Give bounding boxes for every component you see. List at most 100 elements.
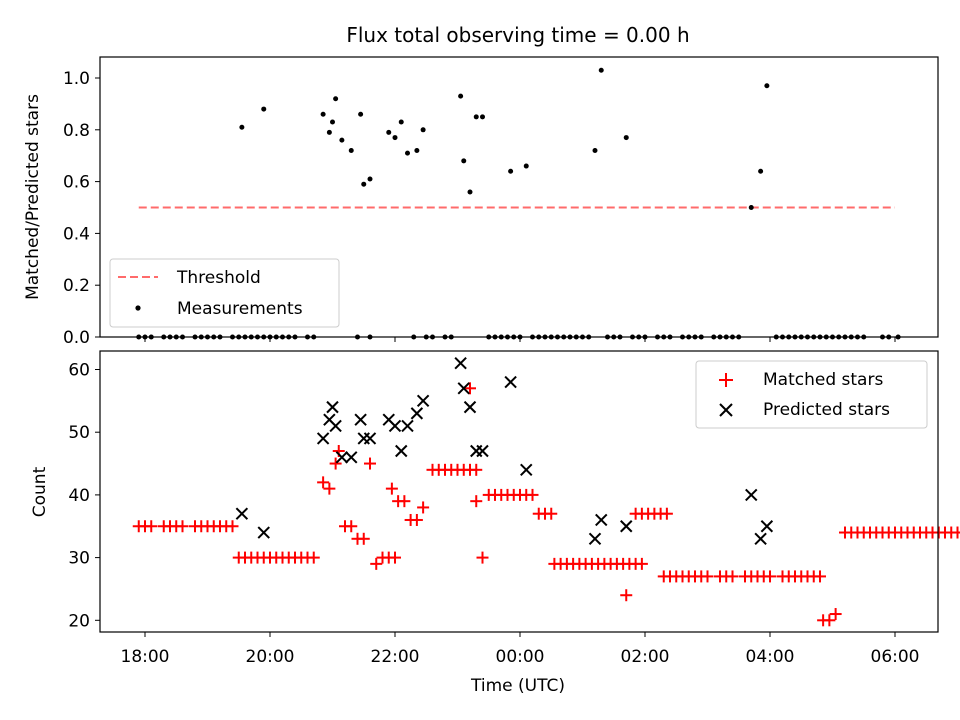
predicted-point — [416, 394, 430, 408]
bottom-ytick-label: 50 — [68, 423, 90, 443]
predicted-point — [363, 432, 377, 445]
bottom-ytick-label: 20 — [68, 611, 90, 631]
matched-point — [389, 551, 401, 564]
legend-matched-swatch — [719, 373, 733, 387]
measurement-point — [326, 129, 332, 135]
top-ytick-label: 0.8 — [63, 121, 90, 141]
matched-point — [470, 495, 483, 508]
matched-point — [226, 520, 239, 533]
measurement-point — [386, 129, 392, 135]
bottom-xtick-label: 20:00 — [246, 647, 295, 667]
predicted-point — [316, 432, 330, 445]
predicted-point — [395, 444, 408, 458]
predicted-point — [476, 444, 489, 458]
predicted-point — [520, 463, 533, 477]
measurement-point — [458, 93, 464, 99]
bottom-plot-content — [132, 357, 960, 627]
measurement-point — [480, 114, 485, 120]
matched-point — [951, 526, 960, 539]
measurement-point — [414, 148, 420, 154]
bottom-xtick-label: 22:00 — [371, 647, 420, 667]
matched-point — [357, 532, 370, 545]
bottom-ytick-label: 30 — [68, 549, 90, 569]
measurement-point — [764, 83, 770, 89]
matched-point — [464, 382, 476, 395]
bottom-xtick-label: 04:00 — [746, 647, 795, 667]
bottom-legend: Matched stars Predicted stars — [695, 360, 928, 429]
measurement-point — [473, 114, 479, 120]
top-axes: 0.0 0.2 0.4 0.6 0.8 1.0 — [63, 69, 896, 348]
matched-point — [398, 495, 411, 508]
matched-point — [176, 520, 189, 533]
top-ytick-label: 1.0 — [63, 69, 90, 89]
matched-point — [814, 570, 826, 583]
predicted-point — [329, 419, 342, 433]
top-legend-box — [109, 258, 340, 328]
measurement-point — [508, 168, 514, 174]
predicted-point — [345, 451, 358, 464]
legend-matched-label: Matched stars — [763, 370, 883, 390]
bottom-ylabel: Count — [30, 466, 50, 517]
bottom-xtick-label: 18:00 — [121, 647, 170, 667]
legend-predicted-swatch — [719, 403, 733, 417]
matched-point — [545, 507, 558, 520]
predicted-point — [588, 532, 602, 545]
measurement-point — [320, 111, 326, 117]
bottom-axes: 20 30 40 50 60 18:00 20:00 22:00 00:00 02:00 04:00… — [68, 361, 919, 668]
measurement-point — [598, 67, 604, 73]
measurement-point — [592, 148, 598, 154]
top-ytick-label: 0.2 — [63, 276, 90, 296]
legend-measurements-swatch — [135, 305, 141, 311]
top-legend: Threshold Measurements — [109, 258, 340, 328]
measurement-point — [367, 176, 373, 182]
predicted-point — [463, 400, 477, 414]
predicted-point — [754, 532, 767, 545]
predicted-point — [354, 413, 367, 426]
predicted-point — [235, 507, 249, 520]
measurement-point — [623, 135, 629, 141]
bottom-xtick-label: 00:00 — [496, 647, 545, 667]
matched-point — [329, 457, 342, 470]
matched-point — [410, 513, 423, 526]
bottom-legend-box — [695, 360, 928, 429]
matched-point — [317, 476, 330, 489]
measurement-point — [261, 106, 267, 112]
bottom-xlabel: Time (UTC) — [470, 676, 565, 696]
matched-point — [145, 520, 158, 533]
measurement-point — [361, 181, 367, 187]
matched-point — [345, 520, 358, 533]
matched-point — [307, 551, 320, 564]
top-plot-frame — [99, 56, 939, 338]
predicted-point — [457, 382, 470, 395]
measurement-point — [461, 158, 467, 164]
predicted-point — [595, 513, 608, 527]
predicted-point — [745, 488, 758, 502]
measurement-point — [523, 163, 529, 169]
predicted-point — [388, 419, 402, 433]
top-ytick-label: 0.6 — [63, 173, 90, 193]
matched-point — [660, 507, 673, 520]
measurement-point — [333, 96, 339, 102]
bottom-ytick-label: 60 — [68, 361, 90, 381]
measurement-point — [339, 137, 345, 143]
predicted-point — [335, 451, 349, 464]
measurement-point — [420, 127, 426, 133]
predicted-point — [504, 375, 517, 389]
measurement-point — [467, 189, 473, 195]
top-ylabel: Matched/Predicted stars — [23, 94, 43, 300]
chart-title: Flux total observing time = 0.00 h — [346, 23, 689, 47]
bottom-xtick-label: 06:00 — [871, 647, 920, 667]
measurement-point — [330, 119, 335, 125]
legend-threshold-label: Threshold — [176, 268, 261, 288]
matched-point — [364, 457, 376, 470]
matched-point — [370, 557, 383, 570]
matched-point — [829, 608, 842, 621]
measurement-point — [748, 205, 754, 210]
predicted-point — [454, 357, 467, 370]
matched-point — [526, 488, 539, 501]
measurement-point — [392, 135, 398, 141]
matched-point — [701, 570, 714, 583]
matched-point — [726, 570, 739, 583]
